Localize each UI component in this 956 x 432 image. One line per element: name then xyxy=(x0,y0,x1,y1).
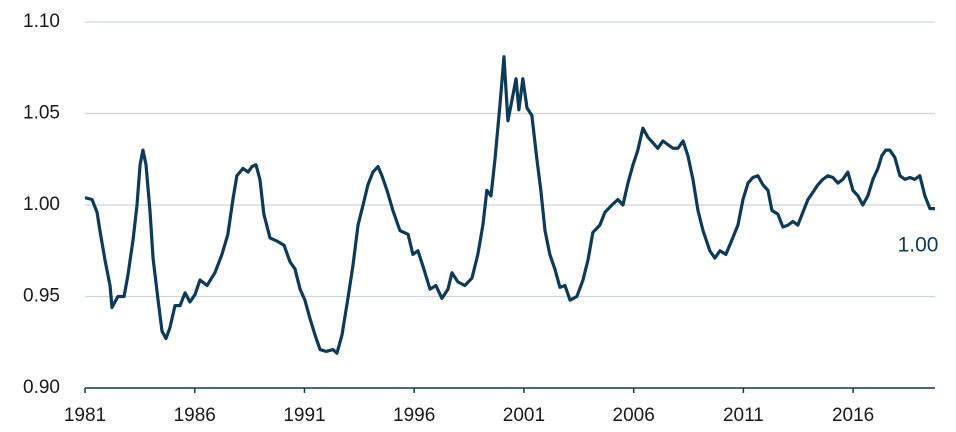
x-tick-label: 1986 xyxy=(174,405,216,426)
y-tick-label: 1.05 xyxy=(23,103,60,124)
y-tick-label: 0.90 xyxy=(23,377,60,398)
data-line xyxy=(84,55,935,355)
y-tick-label: 1.00 xyxy=(23,194,60,215)
x-tick-label: 1981 xyxy=(64,405,106,426)
x-tick-label: 2001 xyxy=(503,405,545,426)
x-tick-label: 1991 xyxy=(283,405,325,426)
x-tick-label: 2006 xyxy=(613,405,655,426)
x-tick-label: 2016 xyxy=(832,405,874,426)
y-tick-label: 1.10 xyxy=(23,11,60,32)
y-tick-label: 0.95 xyxy=(23,286,60,307)
x-tick-label: 2011 xyxy=(723,405,764,426)
end-value-annotation: 1.00 xyxy=(898,234,939,257)
x-tick-label: 1996 xyxy=(393,405,435,426)
